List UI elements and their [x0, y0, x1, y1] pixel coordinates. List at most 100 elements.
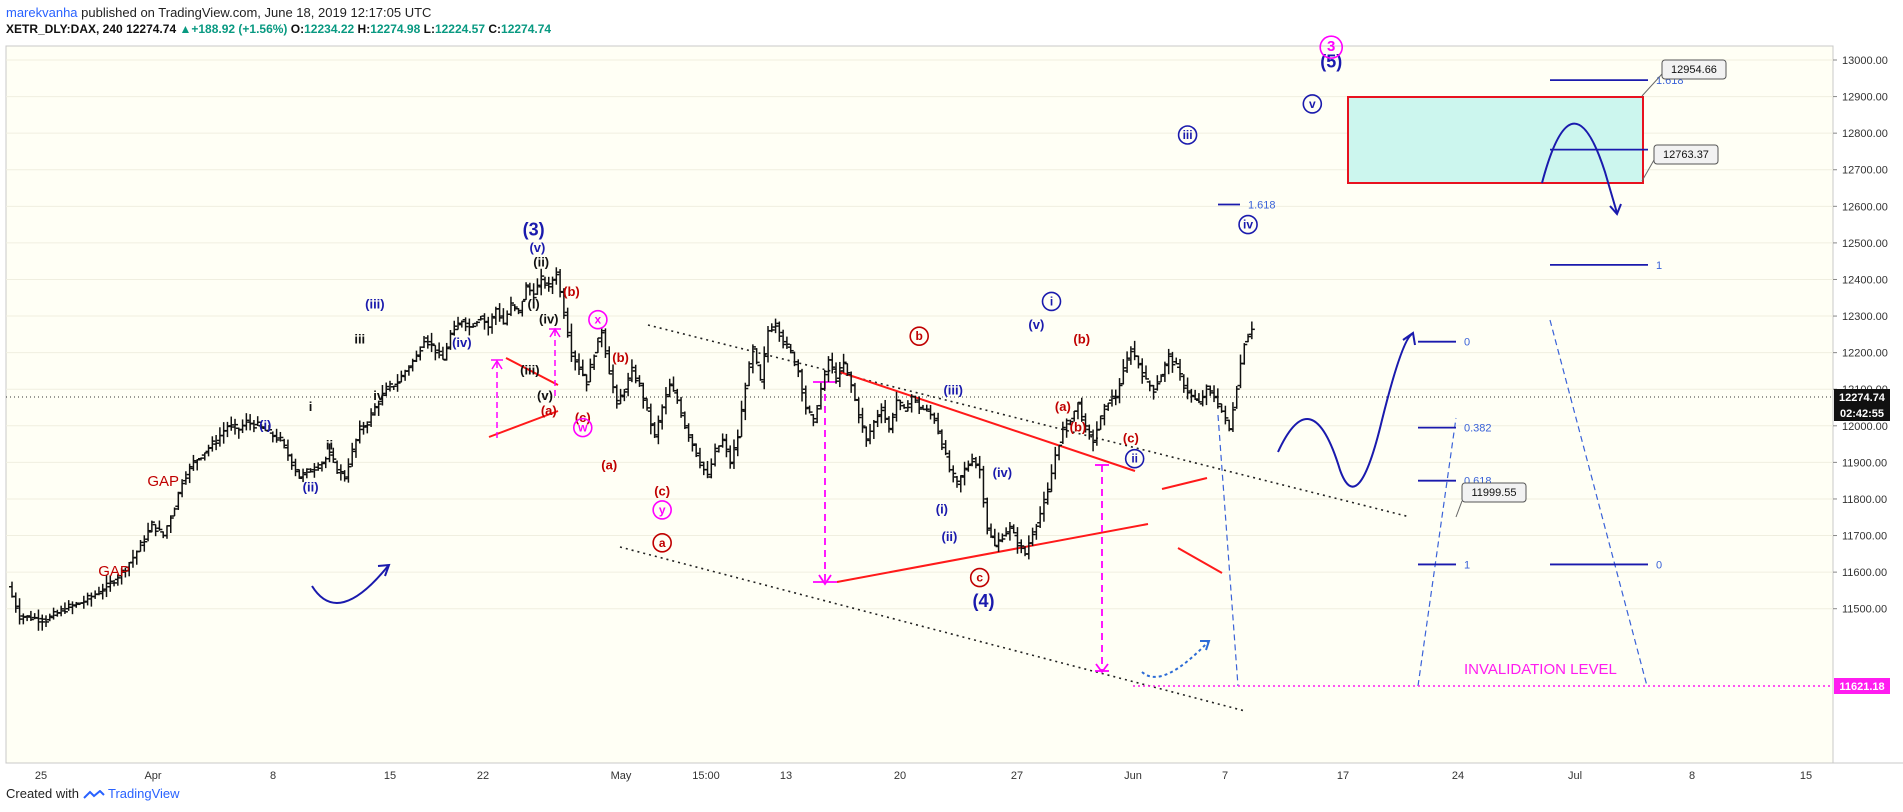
ohlc-bar — [107, 575, 114, 592]
circled-wave-ring — [1319, 35, 1344, 59]
ohlc-bar — [118, 567, 125, 585]
ohlc-bar — [878, 403, 885, 424]
circled-wave-ring — [1177, 125, 1198, 145]
ohlc-bar — [99, 583, 106, 600]
ohlc-bar — [1173, 357, 1180, 365]
y-tick-label: 12300.00 — [1842, 311, 1888, 323]
ohlc-bar — [356, 420, 363, 444]
ohlc-bar — [1165, 348, 1172, 375]
ohlc-bar — [591, 354, 598, 370]
ohlc-bar — [447, 330, 454, 350]
y-tick-label: 12900.00 — [1842, 92, 1888, 104]
ohlc-bar — [296, 468, 303, 480]
projection-curve-small-1 — [311, 565, 389, 604]
ohlc-bar — [734, 429, 741, 457]
wedge-line-1 — [1161, 477, 1208, 490]
ohlc-bar — [957, 474, 964, 493]
x-tick-label: 8 — [1689, 770, 1695, 782]
author-link[interactable]: marekvanha — [6, 5, 78, 20]
projection-curve-top — [1541, 122, 1618, 214]
circled-wave-text: 3 — [1327, 38, 1335, 55]
ohlc-bar — [1203, 384, 1210, 406]
ohlc-bar — [1211, 385, 1218, 403]
wave-label: ii — [326, 438, 333, 453]
ohlc-bar — [519, 300, 526, 317]
ohlc-bar — [436, 342, 443, 359]
ohlc-bar — [43, 615, 50, 627]
wave-label: (i) — [936, 502, 948, 517]
ohlc-bar — [73, 601, 80, 608]
ohlc-bar — [1101, 403, 1108, 426]
ohlc-bar — [1059, 421, 1066, 444]
ohlc-bar — [39, 614, 46, 631]
ohlc-bar — [337, 464, 344, 481]
ohlc-bar — [693, 443, 700, 458]
ohlc-bar — [1184, 377, 1191, 400]
ohlc-bar — [330, 447, 337, 463]
ohlc-bar — [783, 336, 790, 349]
ohlc-bar — [1154, 375, 1161, 391]
y-tick-label: 11600.00 — [1842, 567, 1887, 579]
ohlc-bar — [1158, 374, 1165, 383]
ohlc-bar — [772, 318, 779, 334]
ohlc-bar — [980, 465, 987, 508]
ohlc-bar — [583, 373, 590, 392]
ohlc-bar — [1056, 444, 1063, 461]
wave-label: (b) — [1070, 419, 1087, 434]
ohlc-bar — [568, 323, 575, 362]
y-tick-label: 12400.00 — [1842, 274, 1888, 286]
ohlc-bar — [46, 613, 53, 622]
tradingview-link[interactable]: TradingView — [108, 786, 180, 801]
ohlc-bar — [670, 376, 677, 392]
close-label: C: — [488, 22, 502, 36]
circled-wave-text: b — [916, 329, 923, 343]
ohlc-bar — [598, 327, 605, 348]
ohlc-bar — [617, 388, 624, 405]
ohlc-bar — [935, 412, 942, 435]
circled-wave-label: v — [1302, 94, 1323, 114]
ohlc-bar — [243, 413, 250, 431]
x-tick-label: 20 — [894, 770, 906, 782]
invalidation-label: INVALIDATION LEVEL — [1464, 661, 1617, 678]
circled-wave-ring — [969, 567, 990, 588]
ohlc-bar — [802, 385, 809, 415]
wave-label: (iv) — [452, 335, 472, 350]
ohlc-bar — [523, 282, 530, 301]
ohlc-bar — [1040, 491, 1047, 522]
wave-label: (ii) — [533, 255, 549, 270]
y-tick-label: 11900.00 — [1842, 457, 1887, 469]
y-tick-label: 11500.00 — [1842, 604, 1887, 616]
ohlc-bar — [1229, 402, 1236, 433]
ohlc-bar — [69, 601, 76, 615]
wave-label: (iv) — [539, 311, 559, 326]
ohlc-bar — [477, 315, 484, 321]
x-tick-label: 27 — [1011, 770, 1023, 782]
target-zone-box — [1347, 96, 1644, 184]
ohlc-bar — [916, 396, 923, 415]
ohlc-bar — [103, 574, 110, 598]
ohlc-bar — [564, 307, 571, 338]
ohlc-bar — [315, 462, 322, 471]
ohlc-bar — [1018, 539, 1025, 554]
ohlc-bar — [545, 276, 552, 292]
circled-wave-label: x — [588, 309, 608, 330]
ohlc-bar — [250, 419, 257, 433]
ohlc-bar — [182, 471, 189, 485]
ohlc-bar — [65, 600, 72, 611]
wave-label: (v) — [529, 240, 545, 255]
ohlc-bar — [806, 405, 813, 414]
callout-12763-text: 12763.37 — [1663, 149, 1709, 161]
ohlc-bar — [1139, 358, 1146, 384]
ohlc-bar — [398, 370, 405, 383]
invalidation-price-tag: 11621.18 — [1834, 678, 1890, 694]
ohlc-bar — [201, 452, 208, 461]
ohlc-bar — [1241, 343, 1248, 365]
ohlc-bar — [266, 425, 273, 432]
ohlc-bar — [515, 307, 522, 315]
ohlc-bar — [114, 574, 121, 586]
ohlc-bar — [288, 453, 295, 470]
ohlc-bar — [145, 522, 152, 542]
ohlc-bar — [1233, 385, 1240, 409]
publish-header: marekvanha published on TradingView.com,… — [6, 4, 431, 21]
symbol-name[interactable]: XETR_DLY:DAX, 240 — [6, 22, 123, 36]
